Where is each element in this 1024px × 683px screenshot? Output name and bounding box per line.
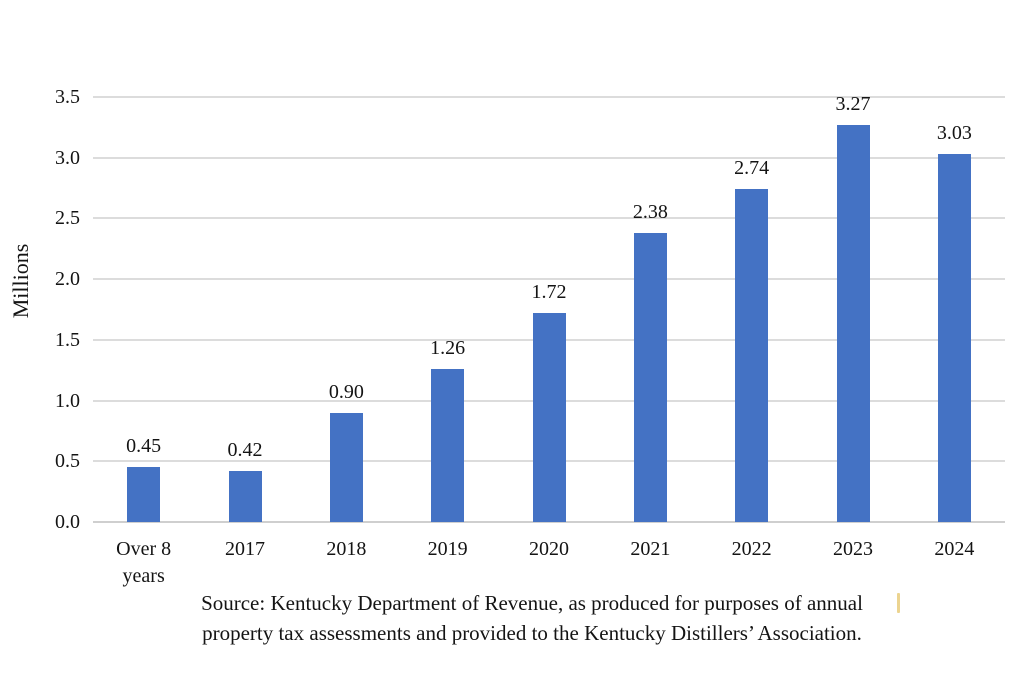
source-note: Source: Kentucky Department of Revenue, … xyxy=(62,588,1002,648)
bar-2020 xyxy=(532,313,566,522)
bar-2018 xyxy=(329,412,363,522)
x-axis-category-label: 2024 xyxy=(934,538,975,560)
source-note-line-1: Source: Kentucky Department of Revenue, … xyxy=(201,591,863,615)
gridline xyxy=(93,278,1005,281)
gridline xyxy=(93,217,1005,220)
x-axis-category-label: 2017 xyxy=(225,538,265,560)
x-axis-line xyxy=(93,521,1005,523)
x-axis-category-label: 2022 xyxy=(731,538,772,560)
y-tick-label: 3.5 xyxy=(55,86,80,108)
x-axis-category-label: 2023 xyxy=(833,538,873,560)
x-axis-category-label: Over 8 years xyxy=(116,538,172,587)
bar-over-8 xyxy=(127,467,161,522)
x-axis-category-label: 2019 xyxy=(427,538,468,560)
bar-2024 xyxy=(937,154,971,522)
text-cursor-artifact xyxy=(897,593,900,613)
gridline xyxy=(93,156,1005,159)
gridline xyxy=(93,96,1005,98)
y-tick-label: 3.0 xyxy=(55,146,80,169)
source-note-line-2: property tax assessments and provided to… xyxy=(202,621,862,645)
y-tick-label: 2.0 xyxy=(55,268,80,291)
x-axis-category-label: 2020 xyxy=(529,538,569,560)
x-axis-category-label: 2018 xyxy=(326,538,367,560)
y-tick-label: 2.5 xyxy=(55,207,80,230)
bar-value-label: 2.38 xyxy=(632,201,668,223)
bar-2021 xyxy=(633,233,667,522)
y-tick-label: 0.0 xyxy=(55,511,80,533)
bar-value-label: 3.27 xyxy=(835,92,871,115)
bar-2017 xyxy=(228,471,262,522)
bar-2023 xyxy=(836,124,870,522)
bar-value-label: 3.03 xyxy=(936,122,972,145)
bar-2019 xyxy=(431,369,465,522)
x-axis-category-label: 2021 xyxy=(630,538,671,560)
bar-value-label: 2.74 xyxy=(734,157,770,180)
bar-value-label: 1.26 xyxy=(430,337,466,359)
y-tick-label: 1.0 xyxy=(55,389,80,412)
bar-value-label: 0.90 xyxy=(328,380,364,403)
bar-value-label: 0.42 xyxy=(227,439,263,461)
y-tick-label: 0.5 xyxy=(55,450,80,473)
bar-value-label: 0.45 xyxy=(126,435,162,458)
y-tick-label: 1.5 xyxy=(55,328,80,351)
bar-2022 xyxy=(735,189,769,522)
bar-value-label: 1.72 xyxy=(531,281,567,304)
